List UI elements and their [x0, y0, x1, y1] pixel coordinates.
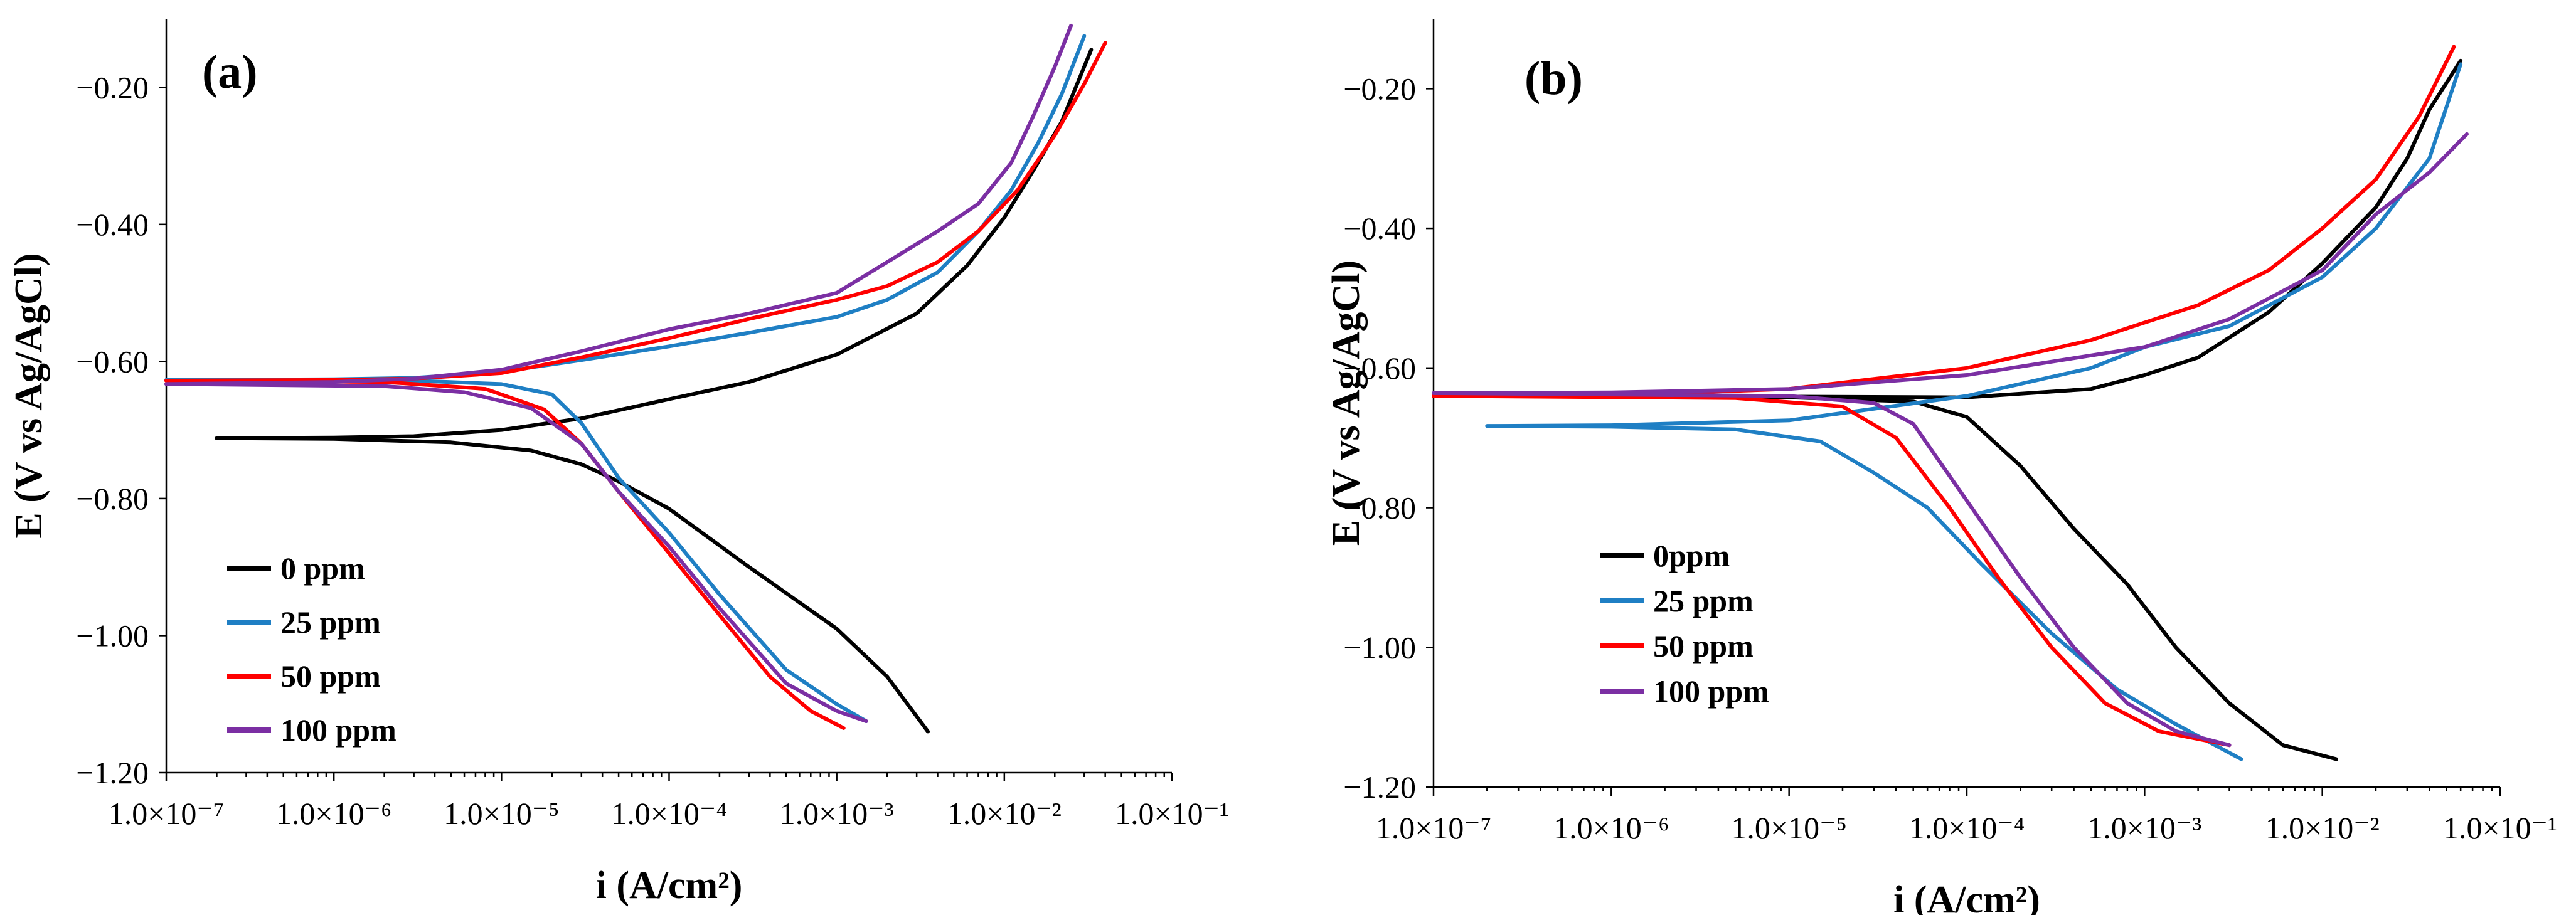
legend-label: 100 ppm	[280, 712, 397, 748]
x-tick-label: 1.0×10⁻⁴	[1909, 810, 2025, 845]
legend-label: 0 ppm	[280, 551, 365, 586]
x-tick-label: 1.0×10⁻³	[2087, 810, 2201, 845]
y-tick-label: −0.40	[76, 207, 149, 242]
series-25-ppm-anodic-line	[1485, 62, 2463, 428]
y-tick-label: −1.00	[1343, 630, 1416, 665]
series-50-ppm-cathodic-line	[1432, 394, 2232, 748]
x-tick-label: 1.0×10⁻³	[780, 796, 894, 831]
x-tick-label: 1.0×10⁻¹	[2443, 810, 2557, 845]
series-100-ppm-anodic-line	[164, 23, 1073, 386]
series-25-ppm-anodic-line	[164, 34, 1087, 382]
series-0-ppm-anodic-line	[215, 48, 1094, 440]
series-0-ppm-cathodic-line	[215, 436, 930, 734]
x-tick-label: 1.0×10⁻⁷	[109, 796, 225, 831]
x-axis-title: i (A/cm²)	[1893, 879, 2040, 915]
x-tick-label: 1.0×10⁻⁵	[1731, 810, 1847, 845]
panel-label: (b)	[1525, 52, 1583, 105]
x-tick-label: 1.0×10⁻²	[2265, 810, 2380, 845]
series-100-ppm-anodic-line	[1432, 132, 2469, 395]
x-tick-label: 1.0×10⁻²	[947, 796, 1062, 831]
series-25-ppm-cathodic-line	[1485, 424, 2243, 761]
legend-label: 100 ppm	[1653, 674, 1769, 709]
x-tick-label: 1.0×10⁻¹	[1115, 796, 1229, 831]
series-100-ppm-cathodic-line	[1432, 391, 2232, 748]
x-tick-label: 1.0×10⁻⁵	[444, 796, 560, 831]
series-0-ppm-cathodic-line	[1432, 394, 2339, 761]
chart-panel-a: −0.20 −0.40 −0.60 −0.80 −1.00 −1.20 1.0×10⁻⁷ 1.…	[8, 19, 1229, 907]
chart-panel-b: −0.20 −0.40 −0.60 −0.80 −1.00 −1.20 1.0×10⁻⁷ 1.…	[1325, 19, 2557, 915]
legend-label: 25 ppm	[1653, 583, 1754, 618]
series-50-ppm-anodic-line	[1432, 45, 2456, 398]
series-100-ppm-cathodic-line	[164, 382, 868, 723]
x-tick-label: 1.0×10⁻⁷	[1376, 810, 1492, 845]
legend-label: 25 ppm	[280, 605, 381, 640]
series-25-ppm-cathodic-line	[164, 378, 868, 723]
series-0-ppm-anodic-line	[1432, 58, 2463, 399]
legend-label: 50 ppm	[1653, 628, 1754, 664]
x-tick-label: 1.0×10⁻⁶	[276, 796, 392, 831]
y-axis-title: E (V vs Ag/AgCl)	[1325, 260, 1368, 546]
y-tick-label: −0.60	[1343, 351, 1416, 386]
y-tick-label: −0.20	[1343, 71, 1416, 106]
y-tick-label: −0.20	[76, 70, 149, 105]
y-tick-label: −0.60	[76, 344, 149, 379]
y-tick-label: −0.80	[1343, 490, 1416, 526]
y-tick-label: −1.20	[76, 755, 149, 790]
legend-label: 0ppm	[1653, 538, 1730, 573]
x-tick-label: 1.0×10⁻⁴	[611, 796, 727, 831]
y-tick-label: −0.40	[1343, 211, 1416, 246]
y-axis-title: E (V vs Ag/AgCl)	[8, 253, 50, 538]
legend-label: 50 ppm	[280, 658, 381, 694]
y-tick-label: −1.20	[1343, 770, 1416, 805]
x-tick-label: 1.0×10⁻⁶	[1553, 810, 1669, 845]
y-tick-label: −0.80	[76, 481, 149, 516]
x-axis-title: i (A/cm²)	[596, 864, 743, 907]
panel-label: (a)	[202, 46, 258, 98]
y-tick-label: −1.00	[76, 618, 149, 653]
